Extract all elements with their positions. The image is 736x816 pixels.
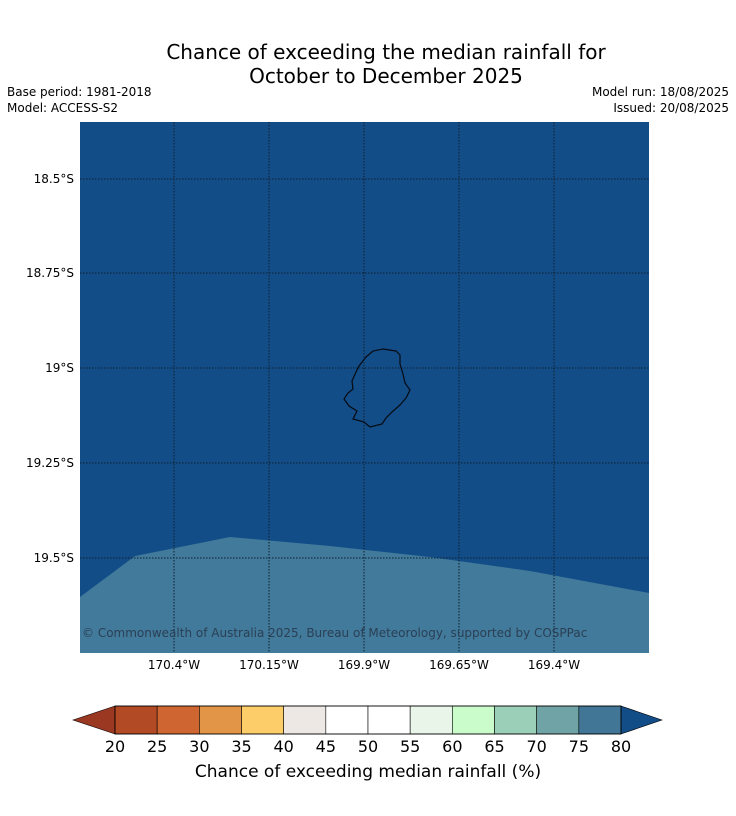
colorbar: [72, 705, 663, 735]
colorbar-segment: [325, 705, 369, 735]
colorbar-tick-label: 60: [442, 737, 463, 756]
colorbar-segment: [494, 705, 537, 735]
lat-label: 19°S: [45, 361, 74, 375]
base-period-text: Base period: 1981-2018: [7, 85, 152, 99]
map-area-75-80: [80, 537, 649, 653]
model-run-text: Model run: 18/08/2025: [591, 85, 729, 99]
colorbar-frame: [114, 705, 622, 735]
colorbar-segment: [367, 705, 411, 735]
colorbar-tick-label: 70: [526, 737, 547, 756]
colorbar-segment: [199, 705, 242, 735]
colorbar-under-arrow: [72, 705, 116, 735]
colorbar-label: Chance of exceeding median rainfall (%): [194, 762, 542, 782]
meta-left: Base period: 1981-2018 Model: ACCESS-S2: [7, 84, 152, 116]
colorbar-segments: [114, 705, 622, 735]
colorbar-segment: [452, 705, 495, 735]
colorbar-segment: [578, 705, 622, 735]
title-line-2: October to December 2025: [249, 64, 523, 88]
lat-label: 18.75°S: [26, 266, 74, 280]
lon-label: 170.15°W: [239, 658, 299, 672]
colorbar-segment: [241, 705, 284, 735]
copyright-text: © Commonwealth of Australia 2025, Bureau…: [82, 626, 588, 640]
colorbar-tick-label: 25: [146, 737, 168, 756]
colorbar-segment: [156, 705, 200, 735]
colorbar-tick-label: 65: [484, 737, 505, 756]
colorbar-tick-label: 35: [231, 737, 252, 756]
issued-text: Issued: 20/08/2025: [613, 101, 729, 115]
colorbar-segment: [536, 705, 580, 735]
model-text: Model: ACCESS-S2: [7, 101, 119, 115]
lat-label: 19.25°S: [26, 456, 74, 470]
colorbar-over-arrow: [620, 705, 663, 735]
colorbar-tick-label: 50: [357, 737, 379, 756]
colorbar-tick-label: 20: [104, 737, 126, 756]
colorbar-tick-label: 55: [399, 737, 421, 756]
graticule: [80, 122, 649, 653]
colorbar-tick-label: 30: [189, 737, 210, 756]
colorbar-tick-label: 45: [315, 737, 337, 756]
lon-label: 169.9°W: [337, 658, 391, 672]
title-line-1: Chance of exceeding the median rainfall …: [166, 40, 606, 64]
colorbar-segment: [409, 705, 453, 735]
lon-label: 169.65°W: [429, 658, 489, 672]
niue-island-outline: [343, 348, 411, 428]
chart-title: Chance of exceeding the median rainfall …: [0, 40, 736, 88]
colorbar-segment: [283, 705, 327, 735]
colorbar-tick-label: 40: [273, 737, 294, 756]
lat-label: 19.5°S: [33, 551, 74, 565]
colorbar-segment: [114, 705, 158, 735]
lon-label: 169.4°W: [527, 658, 581, 672]
lon-label: 170.4°W: [147, 658, 201, 672]
colorbar-tick-label: 80: [610, 737, 632, 756]
colorbar-tick-label: 75: [568, 737, 590, 756]
meta-right: Model run: 18/08/2025 Issued: 20/08/2025: [592, 84, 729, 116]
lat-label: 18.5°S: [33, 172, 74, 186]
